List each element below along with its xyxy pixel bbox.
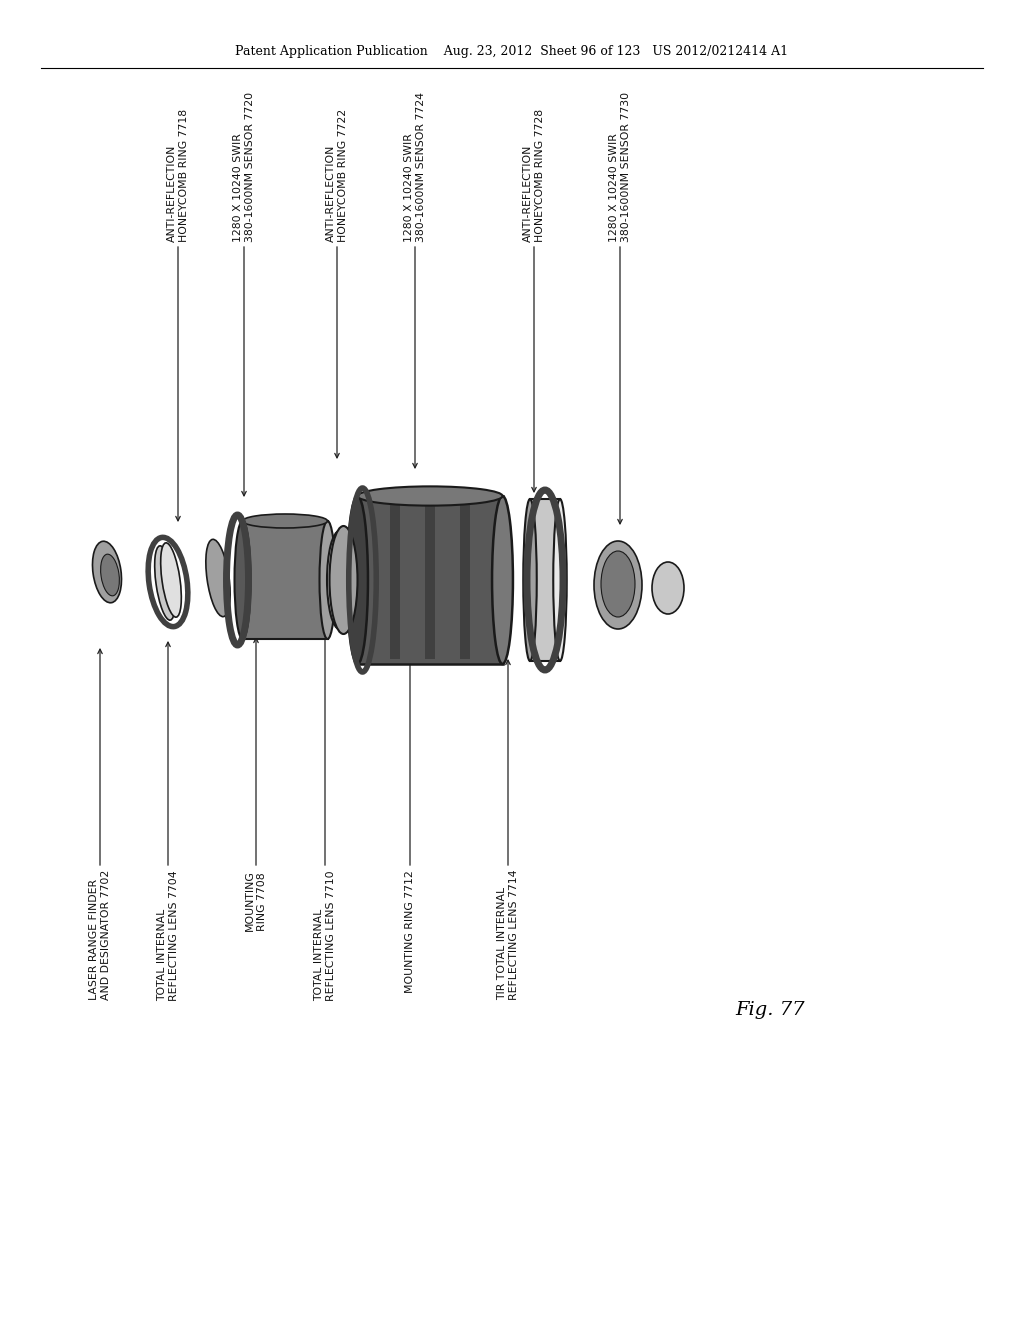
Ellipse shape — [161, 543, 181, 618]
Ellipse shape — [357, 486, 503, 506]
Ellipse shape — [327, 531, 352, 630]
FancyBboxPatch shape — [425, 502, 435, 659]
Ellipse shape — [330, 525, 357, 634]
Text: MOUNTING RING 7712: MOUNTING RING 7712 — [406, 870, 415, 993]
FancyBboxPatch shape — [243, 521, 328, 639]
FancyBboxPatch shape — [390, 502, 400, 659]
Text: TOTAL INTERNAL
REFLECTING LENS 7710: TOTAL INTERNAL REFLECTING LENS 7710 — [314, 870, 336, 1001]
Ellipse shape — [92, 541, 122, 603]
Text: 1280 X 10240 SWIR
380-1600NM SENSOR 7720: 1280 X 10240 SWIR 380-1600NM SENSOR 7720 — [233, 92, 255, 242]
Ellipse shape — [319, 521, 336, 639]
Text: LASER RANGE FINDER
AND DESIGNATOR 7702: LASER RANGE FINDER AND DESIGNATOR 7702 — [89, 870, 111, 1001]
Text: Patent Application Publication    Aug. 23, 2012  Sheet 96 of 123   US 2012/02124: Patent Application Publication Aug. 23, … — [236, 45, 788, 58]
Ellipse shape — [347, 496, 368, 664]
Text: Fig. 77: Fig. 77 — [735, 1001, 805, 1019]
Text: ANTI-REFLECTION
HONEYCOMB RING 7728: ANTI-REFLECTION HONEYCOMB RING 7728 — [523, 108, 545, 242]
Ellipse shape — [100, 554, 120, 595]
Text: 1280 X 10240 SWIR
380-1600NM SENSOR 7730: 1280 X 10240 SWIR 380-1600NM SENSOR 7730 — [609, 92, 631, 242]
Text: 1280 X 10240 SWIR
380-1600NM SENSOR 7724: 1280 X 10240 SWIR 380-1600NM SENSOR 7724 — [404, 92, 426, 242]
Ellipse shape — [594, 541, 642, 630]
Ellipse shape — [523, 499, 537, 661]
Ellipse shape — [601, 550, 635, 616]
Ellipse shape — [234, 521, 251, 639]
Ellipse shape — [243, 513, 328, 528]
FancyBboxPatch shape — [460, 502, 470, 659]
Ellipse shape — [652, 562, 684, 614]
Ellipse shape — [206, 540, 230, 616]
Ellipse shape — [493, 496, 513, 664]
FancyBboxPatch shape — [530, 499, 560, 661]
Ellipse shape — [155, 546, 175, 620]
FancyBboxPatch shape — [357, 496, 503, 664]
Text: ANTI-REFLECTION
HONEYCOMB RING 7718: ANTI-REFLECTION HONEYCOMB RING 7718 — [167, 108, 188, 242]
Text: MOUNTING
RING 7708: MOUNTING RING 7708 — [245, 870, 267, 931]
Text: TOTAL INTERNAL
REFLECTING LENS 7704: TOTAL INTERNAL REFLECTING LENS 7704 — [158, 870, 179, 1001]
Ellipse shape — [553, 499, 566, 661]
Text: TIR TOTAL INTERNAL
REFLECTING LENS 7714: TIR TOTAL INTERNAL REFLECTING LENS 7714 — [498, 870, 519, 1001]
Text: ANTI-REFLECTION
HONEYCOMB RING 7722: ANTI-REFLECTION HONEYCOMB RING 7722 — [327, 108, 348, 242]
